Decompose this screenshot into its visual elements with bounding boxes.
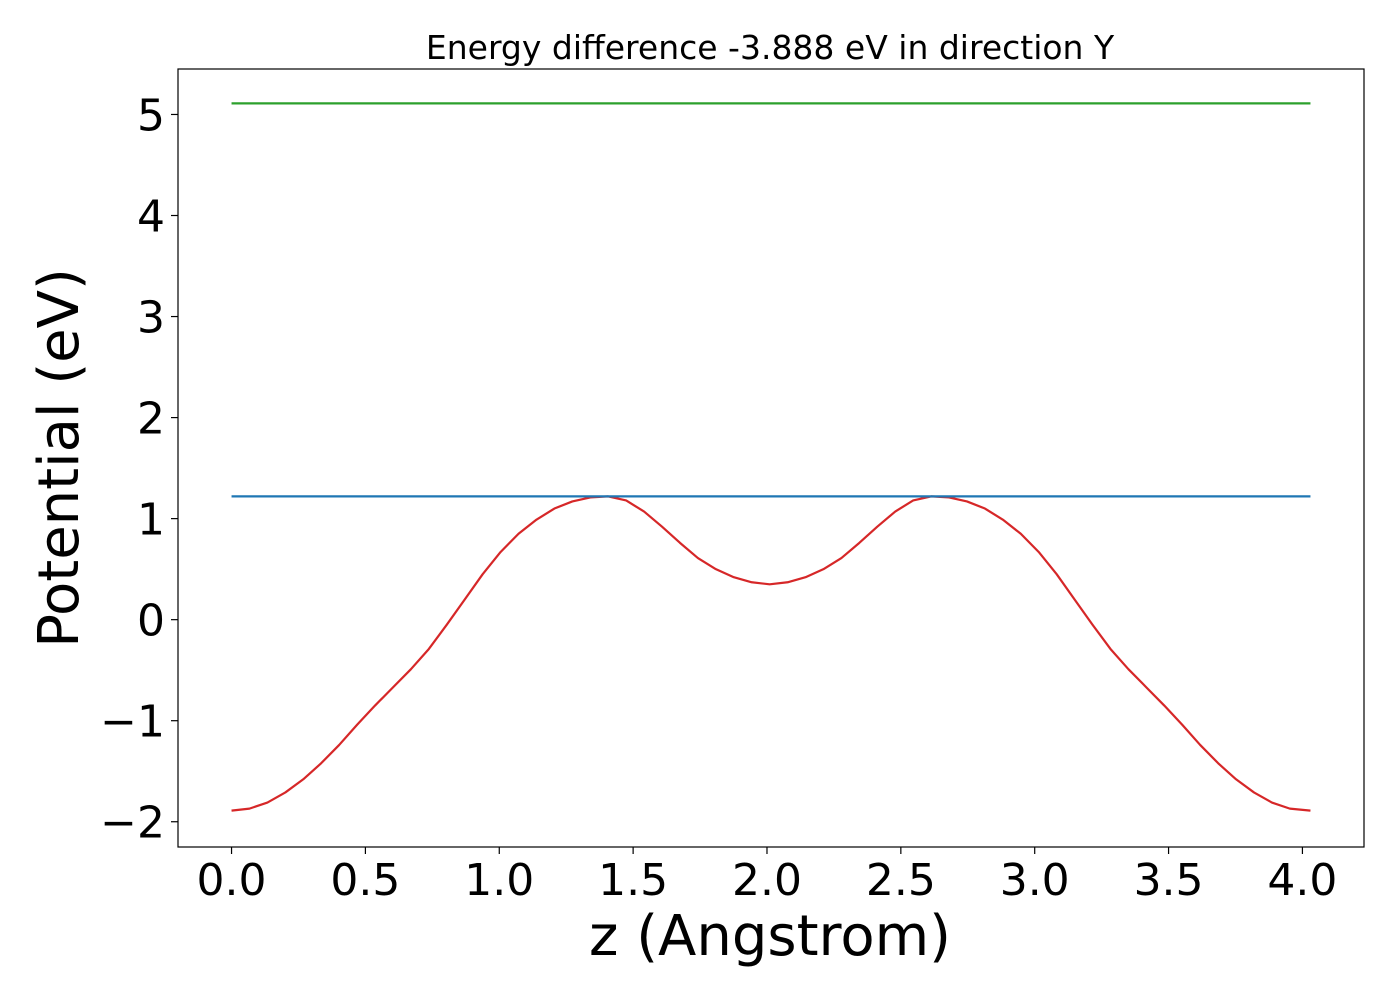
axes-frame	[177, 68, 1365, 848]
x-tick-label: 3.0	[1000, 855, 1070, 906]
y-tick-label: 5	[137, 90, 165, 141]
x-tick-label: 0.0	[197, 855, 267, 906]
x-tick-label: 1.5	[598, 855, 668, 906]
y-tick-label: 2	[137, 394, 165, 445]
x-tick-label: 2.0	[732, 855, 802, 906]
y-tick-label: 1	[137, 495, 165, 546]
x-tick-label: 2.5	[866, 855, 936, 906]
x-tick-label: 3.5	[1134, 855, 1204, 906]
x-tick-label: 1.0	[464, 855, 534, 906]
y-tick-label: 0	[137, 596, 165, 647]
plot-area	[231, 102, 1311, 812]
x-axis-title: z (Angstrom)	[589, 904, 951, 969]
y-axis: −2 −1 0 1 2 3 4 5	[100, 90, 178, 849]
chart-title: Energy difference -3.888 eV in direction…	[426, 28, 1115, 67]
series-line-0	[231, 495, 1311, 812]
x-tick-label: 0.5	[330, 855, 400, 906]
y-tick-label: 4	[137, 192, 165, 243]
y-axis-title: Potential (eV)	[27, 268, 92, 648]
y-tick-label: 3	[137, 293, 165, 344]
y-tick-label: −1	[100, 697, 165, 748]
y-tick-label: −2	[100, 798, 165, 849]
x-axis: 0.0 0.5 1.0 1.5 2.0 2.5 3.0 3.5 4.0	[197, 847, 1337, 906]
x-tick-label: 4.0	[1267, 855, 1337, 906]
